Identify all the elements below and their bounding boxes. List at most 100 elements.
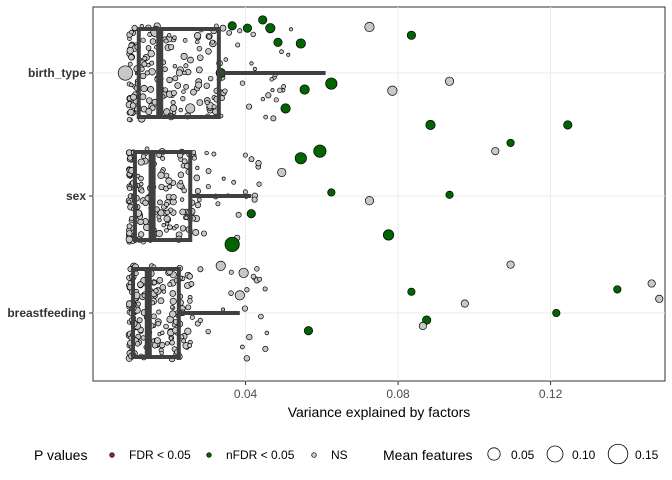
data-point bbox=[647, 279, 656, 288]
data-point bbox=[166, 76, 173, 84]
data-point bbox=[128, 54, 135, 61]
data-point bbox=[246, 103, 253, 110]
data-point bbox=[167, 33, 172, 38]
data-point bbox=[162, 87, 168, 93]
boxplots bbox=[131, 27, 326, 359]
data-point bbox=[563, 120, 573, 130]
box bbox=[132, 150, 193, 242]
data-point bbox=[139, 188, 145, 194]
data-point bbox=[165, 341, 170, 346]
data-point bbox=[387, 85, 398, 96]
data-point bbox=[169, 310, 177, 318]
data-point bbox=[191, 150, 197, 155]
data-point bbox=[239, 344, 245, 350]
data-point bbox=[117, 65, 133, 81]
data-point bbox=[252, 66, 257, 72]
data-point bbox=[286, 52, 291, 57]
y-tick-label: birth_type bbox=[28, 66, 86, 80]
data-point bbox=[184, 215, 189, 220]
data-point bbox=[197, 54, 204, 61]
boxplot-sex bbox=[131, 150, 252, 242]
data-point bbox=[157, 297, 165, 305]
data-point bbox=[134, 341, 141, 347]
data-point bbox=[422, 315, 432, 325]
data-point bbox=[161, 223, 166, 228]
data-point bbox=[303, 326, 314, 336]
data-point bbox=[280, 103, 291, 114]
data-point bbox=[169, 339, 175, 346]
data-point bbox=[241, 305, 248, 312]
data-point bbox=[181, 158, 188, 165]
data-point bbox=[407, 287, 416, 296]
data-point bbox=[239, 80, 246, 86]
data-point bbox=[129, 29, 134, 35]
data-point bbox=[262, 286, 268, 292]
data-point bbox=[200, 230, 207, 237]
data-point bbox=[248, 156, 255, 163]
data-point bbox=[460, 299, 469, 308]
data-point bbox=[182, 38, 188, 43]
data-point bbox=[203, 82, 210, 89]
data-point bbox=[364, 196, 375, 206]
data-point bbox=[136, 301, 141, 307]
data-point bbox=[445, 190, 454, 199]
legend-key-2 bbox=[311, 452, 317, 458]
data-point bbox=[159, 350, 164, 356]
y-tick-label: breastfeeding bbox=[7, 306, 86, 320]
data-point bbox=[281, 84, 287, 90]
data-point bbox=[257, 276, 263, 282]
data-point bbox=[250, 31, 256, 38]
data-point bbox=[418, 321, 427, 331]
data-point bbox=[552, 308, 561, 318]
data-point bbox=[251, 196, 258, 203]
data-point bbox=[197, 317, 203, 323]
data-point bbox=[126, 117, 132, 123]
data-point bbox=[263, 114, 268, 120]
data-point bbox=[165, 177, 173, 185]
data-point bbox=[140, 84, 148, 93]
data-point bbox=[190, 88, 197, 96]
data-point bbox=[260, 96, 266, 102]
box bbox=[131, 267, 181, 359]
data-point bbox=[174, 224, 179, 229]
data-point bbox=[154, 337, 161, 345]
data-point bbox=[170, 89, 177, 96]
data-point bbox=[244, 287, 250, 293]
legend-size-key bbox=[487, 447, 501, 461]
data-point bbox=[196, 197, 202, 203]
data-point bbox=[140, 153, 147, 159]
data-point bbox=[144, 70, 150, 76]
data-point bbox=[195, 66, 203, 74]
data-point bbox=[193, 32, 202, 40]
data-point bbox=[188, 280, 195, 287]
x-tick-label: 0.12 bbox=[539, 387, 563, 401]
data-point bbox=[180, 52, 188, 60]
data-point bbox=[231, 179, 237, 185]
data-point bbox=[174, 82, 182, 89]
data-point bbox=[277, 167, 287, 177]
data-point bbox=[164, 209, 171, 216]
data-point bbox=[223, 57, 229, 62]
data-point bbox=[136, 317, 143, 324]
data-point bbox=[382, 229, 395, 241]
data-point bbox=[183, 84, 189, 90]
data-point bbox=[235, 42, 241, 48]
data-point bbox=[149, 38, 157, 45]
data-point bbox=[194, 188, 201, 195]
data-point bbox=[127, 155, 133, 161]
data-point bbox=[211, 151, 217, 157]
data-point bbox=[250, 273, 257, 280]
data-point bbox=[177, 171, 185, 179]
data-point bbox=[157, 171, 165, 179]
data-point bbox=[145, 108, 153, 115]
data-point bbox=[129, 82, 134, 88]
data-point bbox=[294, 152, 307, 165]
legend-size-key bbox=[546, 445, 564, 463]
data-point bbox=[187, 56, 194, 64]
data-point bbox=[182, 70, 187, 76]
data-point bbox=[164, 228, 169, 233]
data-point bbox=[164, 202, 170, 207]
data-point bbox=[273, 97, 279, 103]
legend-key-1 bbox=[206, 452, 212, 458]
